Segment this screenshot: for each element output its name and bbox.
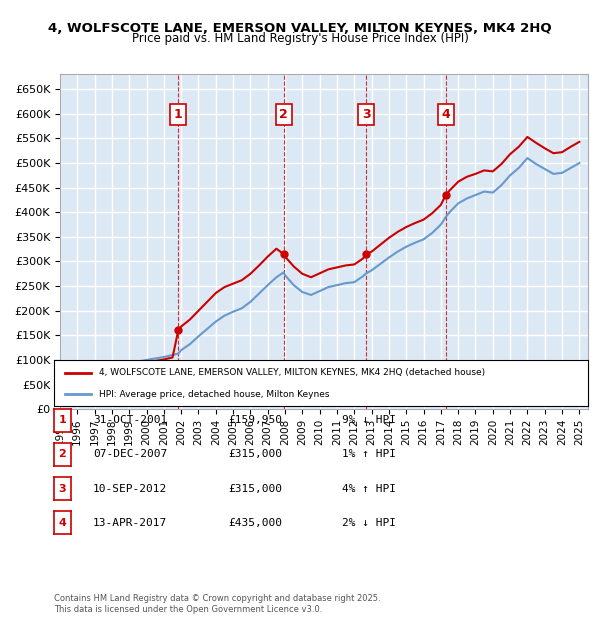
Text: 13-APR-2017: 13-APR-2017 bbox=[93, 518, 167, 528]
Text: £315,000: £315,000 bbox=[228, 484, 282, 494]
Text: 31-OCT-2001: 31-OCT-2001 bbox=[93, 415, 167, 425]
Text: 2% ↓ HPI: 2% ↓ HPI bbox=[342, 518, 396, 528]
Text: 1: 1 bbox=[59, 415, 66, 425]
Text: 4: 4 bbox=[58, 518, 67, 528]
Text: £435,000: £435,000 bbox=[228, 518, 282, 528]
Text: 10-SEP-2012: 10-SEP-2012 bbox=[93, 484, 167, 494]
Text: 3: 3 bbox=[59, 484, 66, 494]
Text: HPI: Average price, detached house, Milton Keynes: HPI: Average price, detached house, Milt… bbox=[100, 390, 330, 399]
Text: £159,950: £159,950 bbox=[228, 415, 282, 425]
Text: 07-DEC-2007: 07-DEC-2007 bbox=[93, 450, 167, 459]
Text: Price paid vs. HM Land Registry's House Price Index (HPI): Price paid vs. HM Land Registry's House … bbox=[131, 32, 469, 45]
Text: 1% ↑ HPI: 1% ↑ HPI bbox=[342, 450, 396, 459]
Text: Contains HM Land Registry data © Crown copyright and database right 2025.
This d: Contains HM Land Registry data © Crown c… bbox=[54, 595, 380, 614]
Text: 4, WOLFSCOTE LANE, EMERSON VALLEY, MILTON KEYNES, MK4 2HQ (detached house): 4, WOLFSCOTE LANE, EMERSON VALLEY, MILTO… bbox=[100, 368, 485, 377]
Text: 4% ↑ HPI: 4% ↑ HPI bbox=[342, 484, 396, 494]
Text: 4: 4 bbox=[442, 108, 450, 121]
Text: 2: 2 bbox=[59, 450, 66, 459]
Text: 2: 2 bbox=[279, 108, 288, 121]
Text: 4, WOLFSCOTE LANE, EMERSON VALLEY, MILTON KEYNES, MK4 2HQ: 4, WOLFSCOTE LANE, EMERSON VALLEY, MILTO… bbox=[48, 22, 552, 35]
Text: £315,000: £315,000 bbox=[228, 450, 282, 459]
Text: 3: 3 bbox=[362, 108, 371, 121]
Text: 1: 1 bbox=[174, 108, 182, 121]
Text: 9% ↓ HPI: 9% ↓ HPI bbox=[342, 415, 396, 425]
